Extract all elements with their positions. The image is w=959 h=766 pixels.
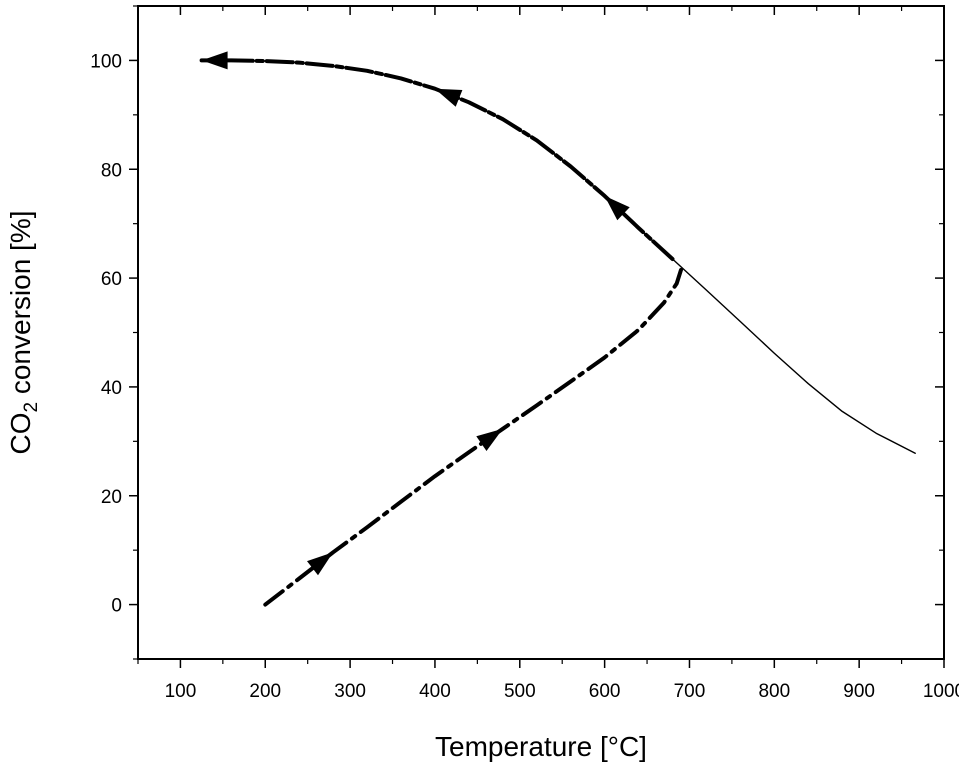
- direction-arrow: [604, 195, 630, 221]
- y-tick-label: 40: [101, 378, 122, 399]
- series-line-solid-thin: [200, 59, 916, 454]
- series-layer: [199, 58, 916, 607]
- x-tick-label: 900: [843, 681, 875, 702]
- ticks-layer: [129, 5, 945, 668]
- x-tick-label: 600: [589, 681, 621, 702]
- y-axis-title-prefix: CO: [5, 413, 36, 455]
- direction-arrow: [434, 88, 463, 107]
- x-tick-label: 100: [165, 681, 197, 702]
- x-tick-label: 400: [419, 681, 451, 702]
- y-axis-title-suffix: conversion [%]: [5, 211, 36, 402]
- y-tick-label: 100: [90, 51, 122, 72]
- direction-arrow: [201, 51, 228, 70]
- y-tick-label: 80: [101, 160, 122, 181]
- y-tick-label: 0: [111, 596, 122, 617]
- arrows-layer: [201, 51, 630, 576]
- x-tick-label: 700: [674, 681, 706, 702]
- y-axis-title: CO2 conversion [%]: [5, 211, 42, 455]
- y-tick-label: 20: [101, 487, 122, 508]
- x-axis-title: Temperature [°C]: [435, 731, 647, 762]
- y-tick-label: 60: [101, 269, 122, 290]
- direction-arrow: [476, 428, 503, 451]
- plot-frame: [137, 5, 945, 660]
- x-tick-label: 300: [334, 681, 366, 702]
- x-tick-label: 500: [504, 681, 536, 702]
- y-axis-title-subscript: 2: [21, 402, 42, 413]
- direction-arrow: [307, 552, 334, 576]
- x-tick-label: 200: [249, 681, 281, 702]
- x-tick-label: 800: [758, 681, 790, 702]
